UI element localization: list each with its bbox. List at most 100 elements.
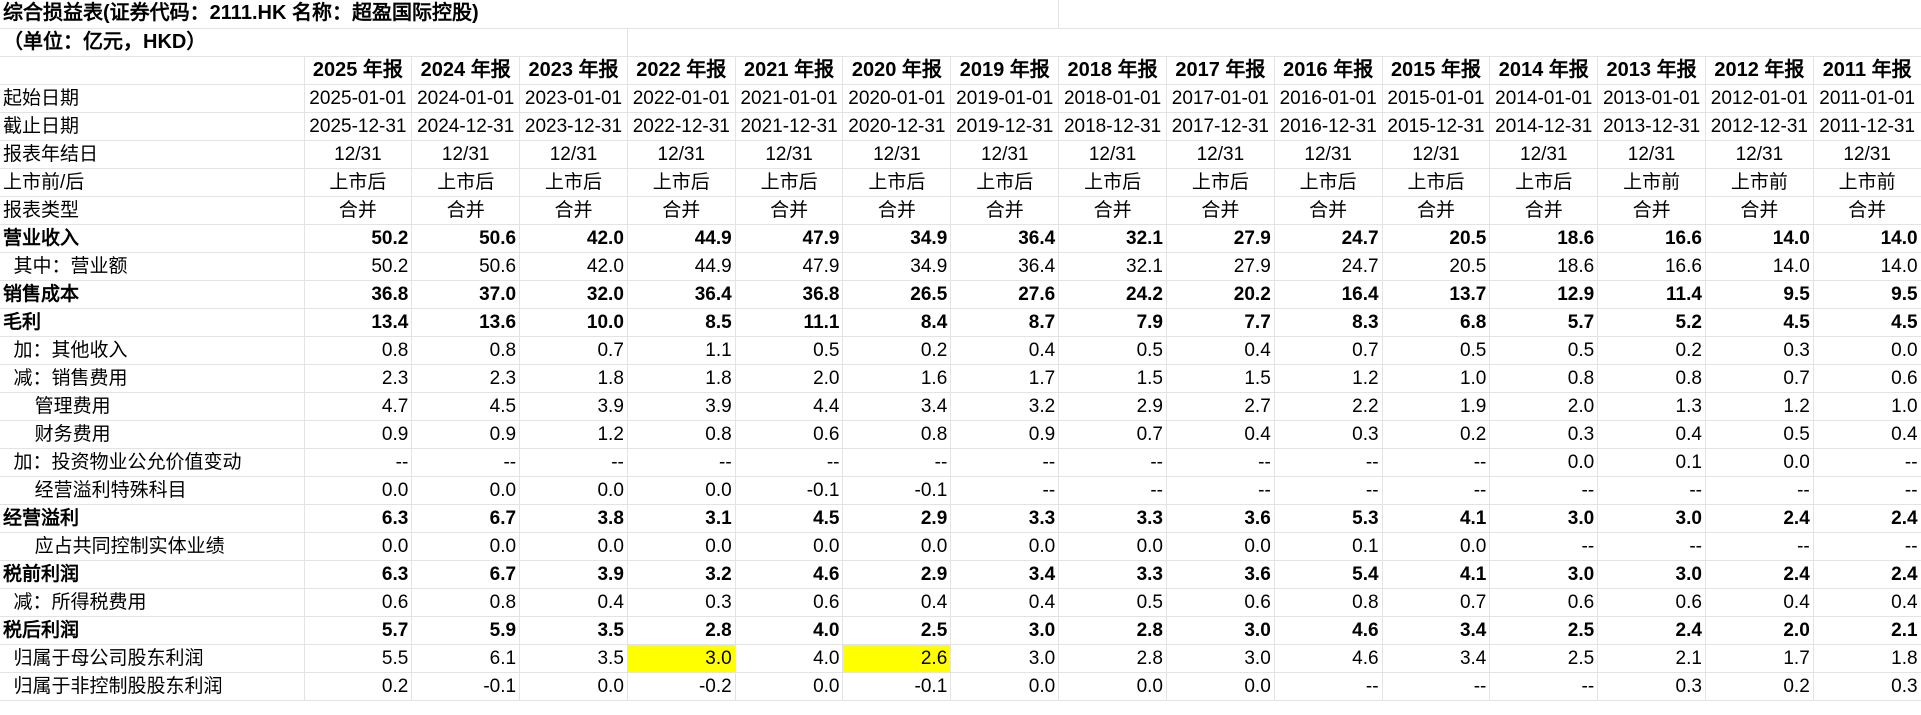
value-cell: 2.3	[304, 364, 413, 393]
value-cell: 0.0	[411, 532, 521, 561]
value-cell: 8.5	[627, 308, 736, 337]
value-cell: 24.7	[1274, 252, 1383, 281]
value-cell: 4.5	[1813, 308, 1921, 337]
value-cell: --	[1597, 476, 1706, 505]
value-cell: 18.6	[1489, 224, 1599, 253]
value-cell: 0.0	[1058, 672, 1167, 701]
value-cell: 24.7	[1274, 224, 1383, 253]
value-cell: 14.0	[1813, 252, 1921, 281]
value-cell: 0.0	[627, 476, 736, 505]
row-label: 减：销售费用	[0, 364, 305, 393]
value-cell: 2011-12-31	[1813, 112, 1921, 141]
value-cell: 2.1	[1597, 644, 1706, 673]
value-cell: 3.4	[842, 392, 952, 421]
value-cell: 0.8	[1489, 364, 1599, 393]
value-cell: 34.9	[842, 252, 952, 281]
value-cell: 2012-01-01	[1705, 84, 1814, 113]
value-cell: 1.8	[1813, 644, 1921, 673]
value-cell: 6.3	[304, 504, 413, 533]
value-cell: 0.4	[1597, 420, 1706, 449]
value-cell: 12/31	[1705, 140, 1814, 169]
year-header-cell: 2021 年报	[735, 56, 844, 85]
value-cell: 0.6	[1166, 588, 1275, 617]
value-cell: 0.8	[1597, 364, 1706, 393]
value-cell: 0.5	[1489, 336, 1599, 365]
value-cell: 2013-12-31	[1597, 112, 1706, 141]
table-row: 管理费用 4.7 4.5 3.9 3.9 4.4 3.4 3.2 2.9 2.7 2.2 1.9 2.0…	[0, 392, 1921, 421]
value-cell: 11.1	[735, 308, 844, 337]
value-cell: 0.6	[1597, 588, 1706, 617]
value-cell: --	[1166, 476, 1275, 505]
value-cell: 3.3	[1058, 560, 1167, 589]
value-cell: --	[304, 448, 413, 477]
value-cell: 合并	[1597, 196, 1706, 225]
year-header-cell: 2020 年报	[842, 56, 952, 85]
value-cell: 3.0	[1489, 560, 1599, 589]
value-cell: 2020-01-01	[842, 84, 952, 113]
value-cell: 2.1	[1813, 616, 1921, 645]
value-cell: 1.5	[1058, 364, 1167, 393]
year-header-cell: 2013 年报	[1597, 56, 1706, 85]
value-cell: 2.5	[1489, 616, 1599, 645]
value-cell: 3.0	[1166, 644, 1275, 673]
value-cell: 2024-12-31	[411, 112, 521, 141]
value-cell: -0.1	[411, 672, 521, 701]
table-row: 归属于非控制股股东利润 0.2 -0.1 0.0 -0.2 0.0 -0.1 0.0 0.0 0.…	[0, 672, 1921, 701]
value-cell: 20.5	[1382, 224, 1491, 253]
value-cell: 4.5	[735, 504, 844, 533]
value-cell: 2018-01-01	[1058, 84, 1167, 113]
sheet-title: 综合损益表(证券代码：2111.HK 名称：超盈国际控股)	[0, 0, 1060, 29]
value-cell: 0.2	[1382, 420, 1491, 449]
value-cell: 0.0	[950, 672, 1060, 701]
value-cell: 8.7	[950, 308, 1060, 337]
value-cell: 3.8	[519, 504, 628, 533]
value-cell: 14.0	[1705, 252, 1814, 281]
value-cell: 上市后	[1166, 168, 1275, 197]
value-cell: 12/31	[519, 140, 628, 169]
value-cell: 2.4	[1813, 560, 1921, 589]
value-cell: 0.9	[950, 420, 1060, 449]
value-cell: 0.4	[950, 336, 1060, 365]
value-cell: 上市前	[1813, 168, 1921, 197]
value-cell: 合并	[1813, 196, 1921, 225]
value-cell: 0.7	[1382, 588, 1491, 617]
value-cell: 4.6	[735, 560, 844, 589]
value-cell: 1.2	[1274, 364, 1383, 393]
table-row: 财务费用 0.9 0.9 1.2 0.8 0.6 0.8 0.9 0.7 0.4 0.3 0.2 0.3…	[0, 420, 1921, 449]
value-cell: 合并	[842, 196, 952, 225]
value-cell: -0.1	[735, 476, 844, 505]
row-label: 加：其他收入	[0, 336, 305, 365]
value-cell: 13.4	[304, 308, 413, 337]
table-row: 其中：营业额 50.2 50.6 42.0 44.9 47.9 34.9 36.4 32.1 27…	[0, 252, 1921, 281]
value-cell: 12/31	[1058, 140, 1167, 169]
value-cell: 0.7	[1058, 420, 1167, 449]
value-cell: 12/31	[304, 140, 413, 169]
value-cell: --	[1813, 448, 1921, 477]
value-cell: -0.1	[842, 672, 952, 701]
table-row: 上市前/后 上市后 上市后 上市后 上市后 上市后 上市后 上市后 上市后 上市后 上市后 上市后 上市…	[0, 168, 1921, 197]
value-cell: 0.0	[1489, 448, 1599, 477]
value-cell: 0.3	[1274, 420, 1383, 449]
value-cell: 0.0	[519, 476, 628, 505]
value-cell: 27.9	[1166, 252, 1275, 281]
value-cell: 6.8	[1382, 308, 1491, 337]
value-cell: 0.4	[1813, 588, 1921, 617]
empty-cell	[1058, 0, 1921, 29]
value-cell: 0.9	[411, 420, 521, 449]
table-row: 销售成本 36.8 37.0 32.0 36.4 36.8 26.5 27.6 24.2 20.2…	[0, 280, 1921, 309]
value-cell: 2018-12-31	[1058, 112, 1167, 141]
row-label: 应占共同控制实体业绩	[0, 532, 305, 561]
row-label: 上市前/后	[0, 168, 305, 197]
value-cell: 4.0	[735, 616, 844, 645]
value-cell: 1.2	[1705, 392, 1814, 421]
value-cell: 2.5	[1489, 644, 1599, 673]
value-cell: --	[1813, 476, 1921, 505]
value-cell: 3.5	[519, 644, 628, 673]
value-cell: 0.7	[1274, 336, 1383, 365]
value-cell: 5.7	[304, 616, 413, 645]
value-cell: 2016-01-01	[1274, 84, 1383, 113]
value-cell: 6.3	[304, 560, 413, 589]
value-cell: 12/31	[627, 140, 736, 169]
value-cell: 上市后	[950, 168, 1060, 197]
